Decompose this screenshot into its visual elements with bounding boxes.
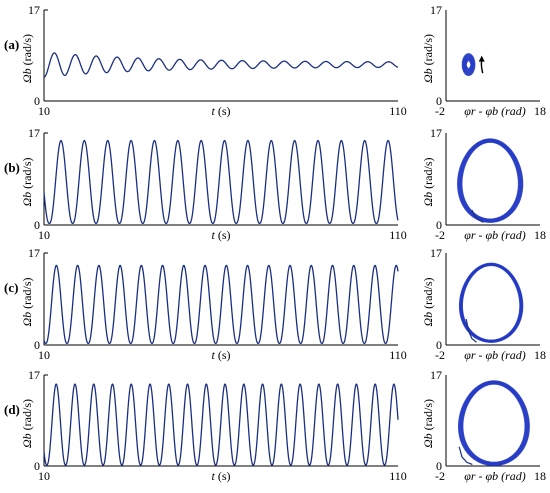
panel-label: (b) bbox=[4, 160, 20, 175]
orbit-center bbox=[466, 62, 471, 68]
time-axis-unit: (s) bbox=[215, 348, 231, 362]
time-series-line bbox=[43, 383, 399, 466]
y-axis-label: Ωb (rad/s) bbox=[20, 277, 34, 326]
y-axis-unit: (rad/s) bbox=[421, 399, 435, 433]
time-axis-unit: (s) bbox=[215, 228, 231, 242]
phase-orbit-loop bbox=[458, 262, 524, 343]
phase-axis-label: φr - φb (rad) bbox=[464, 104, 526, 118]
y-axis-var: Ωb bbox=[20, 433, 34, 448]
y-tick-label: 0 bbox=[34, 218, 40, 232]
phase-tick-label: 18 bbox=[534, 348, 546, 362]
y-tick-label: 17 bbox=[430, 368, 442, 382]
y-axis-label: Ωb (rad/s) bbox=[421, 399, 435, 448]
phase-tick-label: 18 bbox=[534, 469, 546, 483]
x-tick-label: 10 bbox=[38, 469, 50, 483]
time-axis-label: t (s) bbox=[211, 104, 230, 118]
y-tick-label: 17 bbox=[430, 246, 442, 260]
y-axis-var: Ωb bbox=[421, 312, 435, 327]
y-tick-label: 0 bbox=[436, 459, 442, 473]
y-axis-var: Ωb bbox=[421, 192, 435, 207]
y-tick-label: 0 bbox=[34, 338, 40, 352]
y-tick-label: 17 bbox=[430, 3, 442, 17]
x-tick-label: 10 bbox=[38, 348, 50, 362]
phase-axis-label: φr - φb (rad) bbox=[464, 469, 526, 483]
phase-axis-label: φr - φb (rad) bbox=[464, 348, 526, 362]
y-tick-label: 17 bbox=[430, 126, 442, 140]
time-axis-var: t bbox=[211, 228, 215, 242]
phase-orbit-loop bbox=[461, 53, 476, 77]
x-tick-label: 110 bbox=[389, 469, 407, 483]
phase-transient-line bbox=[471, 209, 484, 223]
time-axis-label: t (s) bbox=[211, 469, 230, 483]
y-axis-label: Ωb (rad/s) bbox=[421, 277, 435, 326]
phase-tick-label: 18 bbox=[534, 104, 546, 118]
x-tick-label: 110 bbox=[389, 348, 407, 362]
arrow-head bbox=[478, 55, 485, 62]
y-tick-label: 0 bbox=[436, 218, 442, 232]
x-tick-label: 10 bbox=[38, 228, 50, 242]
time-series-line bbox=[43, 52, 399, 78]
time-series-line bbox=[43, 264, 399, 345]
time-axis-unit: (s) bbox=[215, 469, 231, 483]
y-tick-label: 0 bbox=[436, 94, 442, 108]
panel-label: (d) bbox=[4, 402, 20, 417]
y-axis-unit: (rad/s) bbox=[20, 157, 34, 191]
y-axis-var: Ωb bbox=[20, 68, 34, 83]
y-axis-unit: (rad/s) bbox=[421, 157, 435, 191]
x-tick-label: 110 bbox=[389, 228, 407, 242]
y-axis-unit: (rad/s) bbox=[20, 399, 34, 433]
panel-label: (a) bbox=[4, 37, 19, 52]
time-axis-var: t bbox=[211, 469, 215, 483]
y-tick-label: 17 bbox=[28, 126, 40, 140]
y-axis-unit: (rad/s) bbox=[421, 277, 435, 311]
phase-tick-label: -2 bbox=[435, 104, 445, 118]
y-axis-label: Ωb (rad/s) bbox=[421, 157, 435, 206]
arrow-shaft bbox=[480, 60, 484, 74]
y-axis-label: Ωb (rad/s) bbox=[20, 34, 34, 83]
y-tick-label: 17 bbox=[28, 3, 40, 17]
phase-tick-label: 18 bbox=[534, 228, 546, 242]
y-axis-unit: (rad/s) bbox=[20, 34, 34, 68]
x-tick-label: 10 bbox=[38, 104, 50, 118]
phase-tick-label: -2 bbox=[435, 348, 445, 362]
y-axis-unit: (rad/s) bbox=[20, 277, 34, 311]
y-tick-label: 0 bbox=[436, 338, 442, 352]
time-series-line bbox=[43, 139, 399, 225]
y-axis-var: Ωb bbox=[421, 68, 435, 83]
phase-tick-label: -2 bbox=[435, 228, 445, 242]
time-axis-label: t (s) bbox=[211, 228, 230, 242]
y-tick-label: 0 bbox=[34, 459, 40, 473]
time-axis-label: t (s) bbox=[211, 348, 230, 362]
phase-transient-line bbox=[458, 446, 473, 465]
time-axis-unit: (s) bbox=[215, 104, 231, 118]
y-axis-label: Ωb (rad/s) bbox=[20, 399, 34, 448]
y-tick-label: 17 bbox=[28, 246, 40, 260]
y-axis-label: Ωb (rad/s) bbox=[421, 34, 435, 83]
y-axis-var: Ωb bbox=[20, 192, 34, 207]
y-axis-unit: (rad/s) bbox=[421, 34, 435, 68]
x-tick-label: 110 bbox=[389, 104, 407, 118]
time-axis-var: t bbox=[211, 104, 215, 118]
y-axis-var: Ωb bbox=[20, 312, 34, 327]
phase-tick-label: -2 bbox=[435, 469, 445, 483]
y-tick-label: 17 bbox=[28, 368, 40, 382]
phase-orbit-loop bbox=[457, 380, 530, 467]
y-axis-var: Ωb bbox=[421, 433, 435, 448]
y-tick-label: 0 bbox=[34, 94, 40, 108]
panel-label: (c) bbox=[4, 280, 18, 295]
y-axis-label: Ωb (rad/s) bbox=[20, 157, 34, 206]
phase-transient-line bbox=[465, 318, 477, 343]
time-axis-var: t bbox=[211, 348, 215, 362]
phase-orbit-loop bbox=[457, 138, 524, 223]
phase-axis-label: φr - φb (rad) bbox=[464, 228, 526, 242]
